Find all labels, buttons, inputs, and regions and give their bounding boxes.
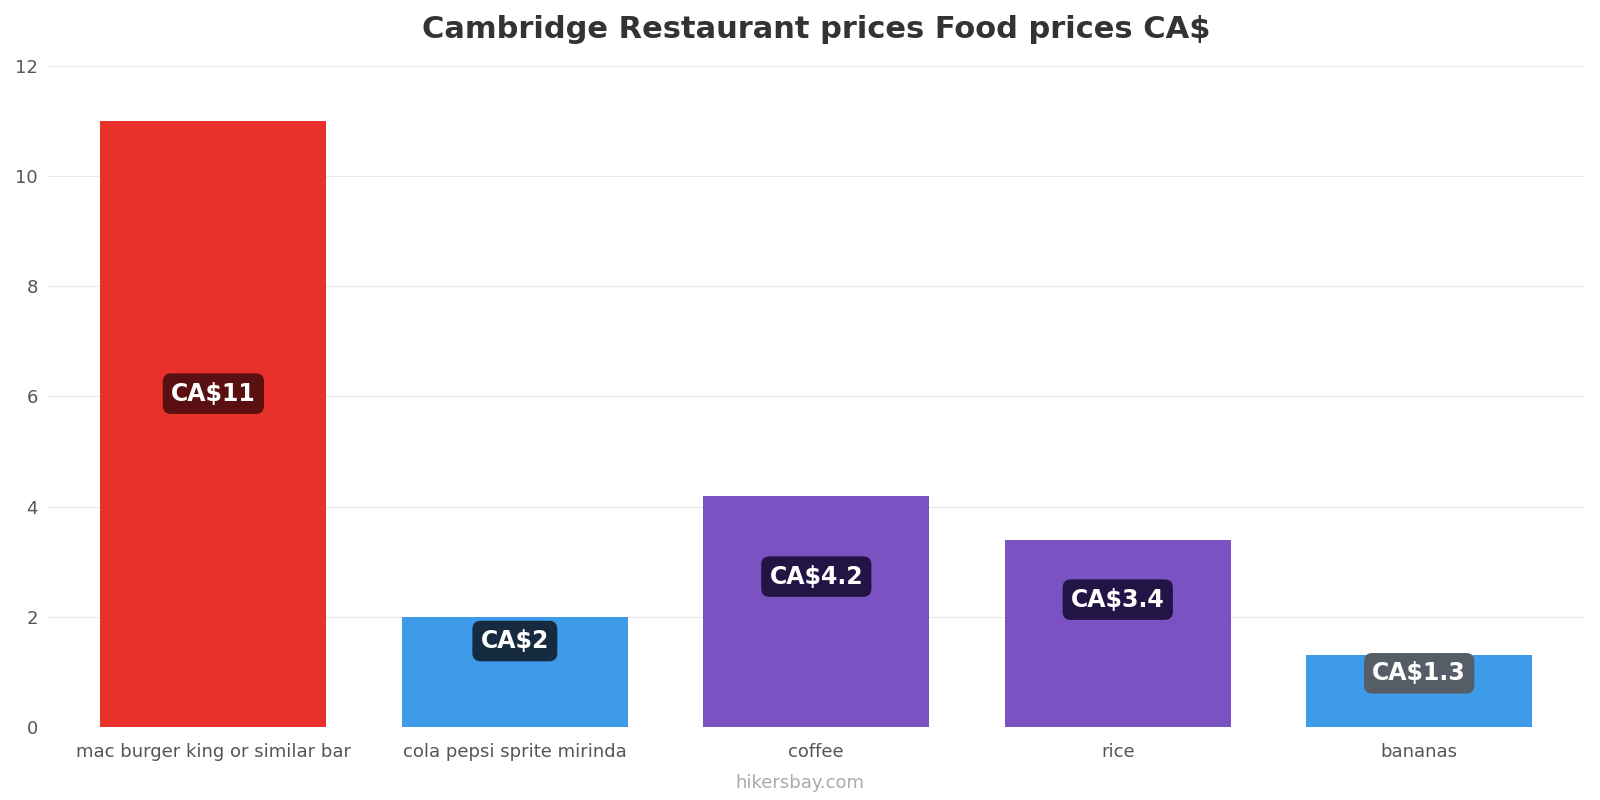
Bar (704, 495, 930, 727)
Bar (402, 617, 627, 727)
Text: CA$11: CA$11 (171, 382, 256, 406)
Bar (1005, 540, 1230, 727)
Text: CA$4.2: CA$4.2 (770, 565, 862, 589)
Bar (101, 121, 326, 727)
Text: CA$2: CA$2 (480, 629, 549, 653)
Bar (1306, 655, 1533, 727)
Text: hikersbay.com: hikersbay.com (736, 774, 864, 792)
Text: CA$3.4: CA$3.4 (1070, 588, 1165, 612)
Text: CA$1.3: CA$1.3 (1373, 662, 1466, 686)
Title: Cambridge Restaurant prices Food prices CA$: Cambridge Restaurant prices Food prices … (422, 15, 1211, 44)
